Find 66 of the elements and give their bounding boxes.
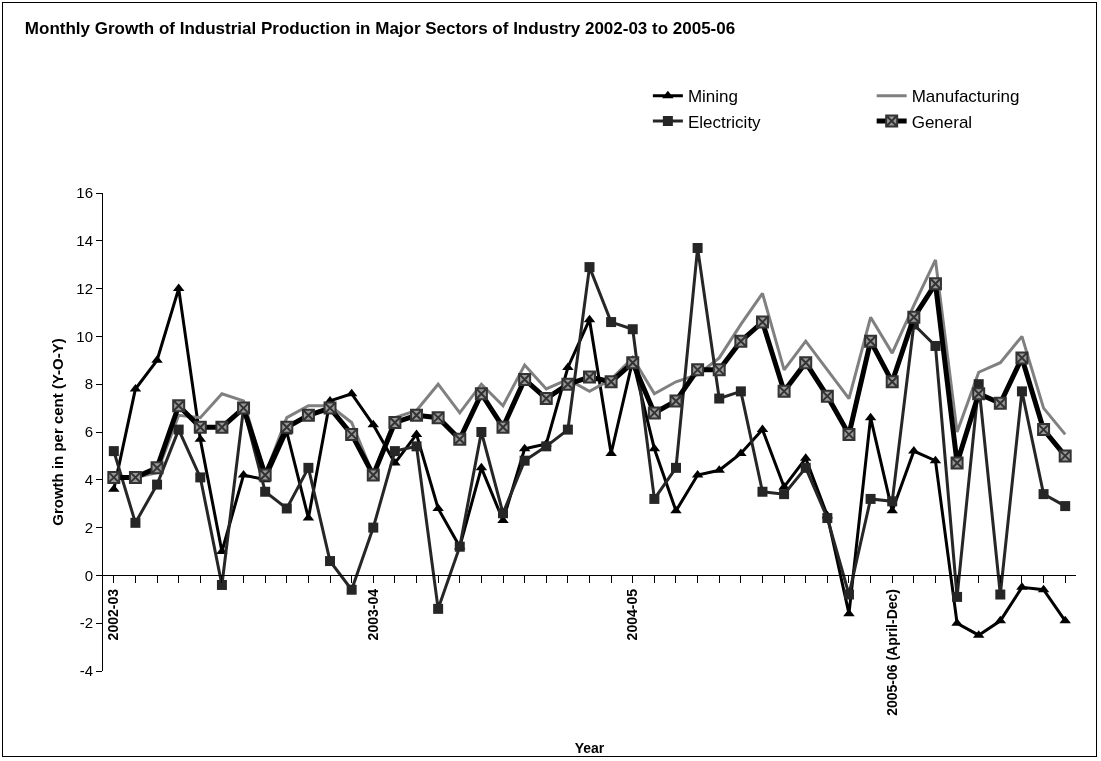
point [649, 493, 660, 504]
y-tick-label: 16 [76, 184, 93, 202]
y-tick-label: 4 [84, 471, 93, 489]
legend-label: Manufacturing [911, 87, 1020, 107]
point [195, 472, 206, 483]
point [389, 446, 400, 457]
point [411, 441, 422, 452]
point [216, 579, 227, 590]
point [433, 603, 444, 614]
y-tick-label: -2 [79, 614, 93, 632]
point [627, 324, 638, 335]
legend-label: Mining [687, 87, 738, 107]
point [173, 424, 184, 435]
x-axis-title: Year [574, 740, 605, 756]
y-tick-label: 6 [84, 423, 93, 441]
legend-label: General [911, 112, 973, 132]
y-tick-label: 8 [84, 375, 93, 393]
x-tick-label: 2003-04 [364, 588, 381, 641]
point [303, 462, 314, 473]
point [260, 486, 271, 497]
y-tick-label: 12 [76, 279, 93, 297]
point [152, 479, 163, 490]
point [1060, 501, 1071, 512]
y-axis-title: Growth in per cent (Y-O-Y) [49, 338, 66, 526]
point [865, 493, 876, 504]
point [1059, 615, 1071, 624]
point [1038, 489, 1049, 500]
point [541, 441, 552, 452]
y-tick-label: 14 [76, 232, 93, 250]
legend-label: Electricity [687, 112, 762, 132]
point [1016, 386, 1027, 397]
point [887, 496, 898, 507]
point [519, 455, 530, 466]
x-tick-label: 2004-05 [624, 588, 641, 641]
point [995, 589, 1006, 600]
point [779, 489, 790, 500]
point [108, 446, 119, 457]
point [670, 505, 682, 514]
point [952, 591, 963, 602]
point [930, 340, 941, 351]
x-tick-label: 2002-03 [105, 588, 122, 641]
point [498, 508, 509, 519]
point [562, 424, 573, 435]
y-tick-label: 0 [84, 566, 93, 584]
y-tick-label: 10 [76, 327, 93, 345]
point [670, 462, 681, 473]
point [130, 517, 141, 528]
point [476, 427, 487, 437]
x-tick-label: 2005-06 (April-Dec) [883, 589, 900, 716]
chart-title: Monthly Growth of Industrial Production in Major Sectors of Industry 2002-03 to 2005-06 [24, 18, 736, 38]
point [714, 393, 725, 404]
point [346, 584, 357, 595]
point [843, 589, 854, 600]
point [325, 556, 336, 567]
point [800, 462, 811, 473]
point [822, 513, 833, 524]
y-tick-label: 2 [84, 518, 93, 536]
point [584, 262, 595, 273]
point [692, 242, 703, 253]
y-tick-label: -4 [79, 662, 93, 680]
point [757, 486, 768, 497]
point [606, 317, 617, 328]
point [368, 522, 379, 533]
point [281, 503, 292, 514]
point [735, 386, 746, 397]
point [735, 448, 747, 457]
